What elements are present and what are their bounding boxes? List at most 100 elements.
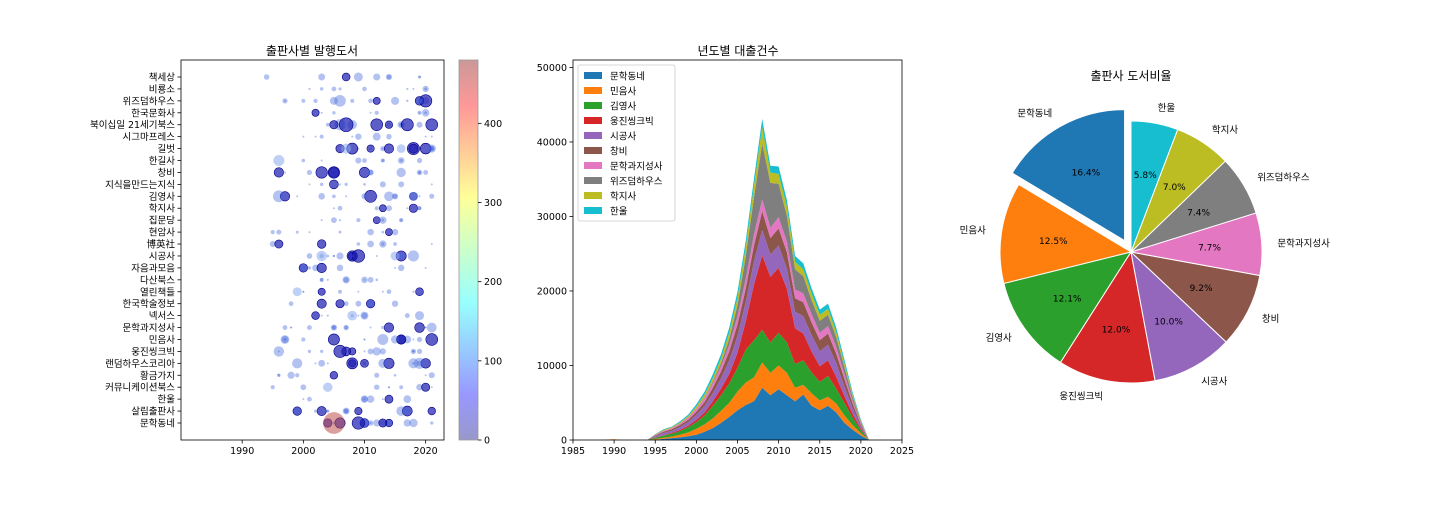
scatter-x-tick-label: 2000 — [291, 446, 315, 457]
scatter-point — [319, 134, 324, 139]
scatter-point — [293, 407, 301, 415]
scatter-highlight-point — [341, 143, 352, 154]
pie-percent-label: 9.2% — [1190, 284, 1213, 294]
scatter-point — [302, 290, 305, 293]
scatter-point — [367, 276, 374, 283]
area-y-tick-label: 30000 — [537, 212, 567, 223]
pie-percent-label: 7.7% — [1198, 244, 1221, 254]
scatter-point — [369, 302, 372, 305]
area-y-tick-label: 20000 — [537, 286, 567, 297]
area-x-tick-label: 1985 — [561, 446, 585, 457]
scatter-point — [290, 326, 293, 329]
scatter-point — [330, 324, 338, 331]
scatter-point — [398, 252, 405, 260]
scatter-point — [338, 230, 342, 234]
scatter-point — [326, 314, 329, 317]
scatter-point — [302, 398, 305, 401]
scatter-y-tick-label: 학지사 — [149, 204, 175, 215]
scatter-point — [374, 110, 379, 115]
legend-swatch — [584, 207, 602, 214]
legend-swatch — [584, 177, 602, 184]
scatter-y-tick-label: 웅진씽크빅 — [131, 347, 175, 358]
scatter-point — [361, 312, 368, 319]
colorbar-tick-label: 400 — [484, 119, 502, 130]
scatter-point — [331, 86, 337, 92]
colorbar-tick-label: 200 — [484, 277, 502, 288]
scatter-point — [381, 147, 384, 150]
scatter-point — [366, 144, 375, 153]
scatter-point — [351, 135, 354, 138]
scatter-y-tick-label: 집문당 — [149, 215, 175, 227]
scatter-highlight-point — [347, 310, 358, 321]
scatter-y-tick-label: 북이십일 21세기북스 — [90, 120, 175, 131]
scatter-point — [398, 181, 405, 188]
area-x-ticks: 1985 1990 1995 2000 2005 2010 2015 2020 2025 — [561, 440, 914, 457]
scatter-point — [419, 142, 432, 155]
area-series-문학동네 — [573, 387, 902, 440]
scatter-y-tick-label: 황금가지 — [140, 371, 175, 382]
scatter-point — [315, 166, 328, 179]
scatter-y-tick-label: 랜덤하우스코리아 — [105, 358, 175, 370]
scatter-y-tick-label: 한울 — [158, 395, 176, 406]
scatter-point — [428, 372, 435, 379]
pie-panel: 출판사 도서비율 16.4% 문학동네 12.5% 민음사 12.1% 김영사 12.0% 웅… — [960, 69, 1330, 403]
scatter-point — [430, 386, 433, 389]
scatter-point — [418, 195, 421, 198]
scatter-point — [350, 254, 354, 258]
scatter-point — [387, 123, 391, 126]
colorbar — [458, 59, 479, 441]
scatter-point — [406, 207, 409, 210]
scatter-point — [387, 386, 390, 389]
scatter-point — [301, 158, 306, 163]
scatter-point — [336, 252, 344, 260]
legend-swatch — [584, 102, 602, 109]
area-x-tick-label: 2000 — [684, 446, 708, 457]
scatter-point — [367, 348, 374, 355]
pie-percent-label: 7.4% — [1187, 208, 1210, 218]
scatter-point — [417, 98, 422, 103]
scatter-point — [351, 416, 365, 430]
scatter-y-tick-label: 김영사 — [149, 191, 175, 203]
scatter-point — [361, 396, 368, 403]
scatter-point — [426, 322, 437, 333]
legend-swatch — [584, 192, 602, 199]
scatter-point — [314, 135, 317, 138]
scatter-point — [363, 338, 366, 341]
scatter-point — [418, 111, 421, 114]
area-title: 년도별 대출건수 — [697, 44, 778, 58]
scatter-point — [404, 408, 410, 414]
scatter-point — [385, 419, 393, 427]
scatter-point — [418, 171, 421, 174]
scatter-point — [372, 132, 381, 141]
scatter-point — [355, 133, 362, 140]
scatter-point — [320, 349, 324, 354]
area-x-tick-label: 2015 — [808, 446, 832, 457]
scatter-point — [360, 311, 369, 320]
scatter-point — [364, 190, 377, 203]
scatter-y-tick-label: 넥서스 — [149, 311, 175, 322]
scatter-point — [329, 120, 339, 130]
pie-slice-label: 시공사 — [1201, 376, 1227, 387]
area-panel: 년도별 대출건수 1985 1990 1995 2000 2005 2010 2015 202… — [537, 44, 914, 457]
scatter-point — [396, 167, 406, 178]
scatter-point — [272, 190, 285, 203]
scatter-point — [381, 242, 385, 246]
scatter-point — [318, 73, 326, 81]
legend-entry: 김영사 — [610, 101, 636, 113]
scatter-point — [307, 396, 312, 402]
scatter-point — [338, 289, 342, 294]
scatter-point — [369, 326, 372, 329]
scatter-point — [283, 338, 287, 341]
scatter-point — [397, 264, 405, 272]
scatter-point — [344, 325, 349, 330]
scatter-point — [404, 408, 410, 414]
scatter-point — [412, 350, 415, 353]
scatter-point — [290, 326, 293, 329]
scatter-point — [416, 157, 423, 164]
pie-percent-label: 12.0% — [1102, 326, 1131, 336]
pie-slice-문학동네 — [1011, 109, 1126, 242]
scatter-point — [414, 322, 425, 333]
scatter-point — [412, 361, 415, 365]
